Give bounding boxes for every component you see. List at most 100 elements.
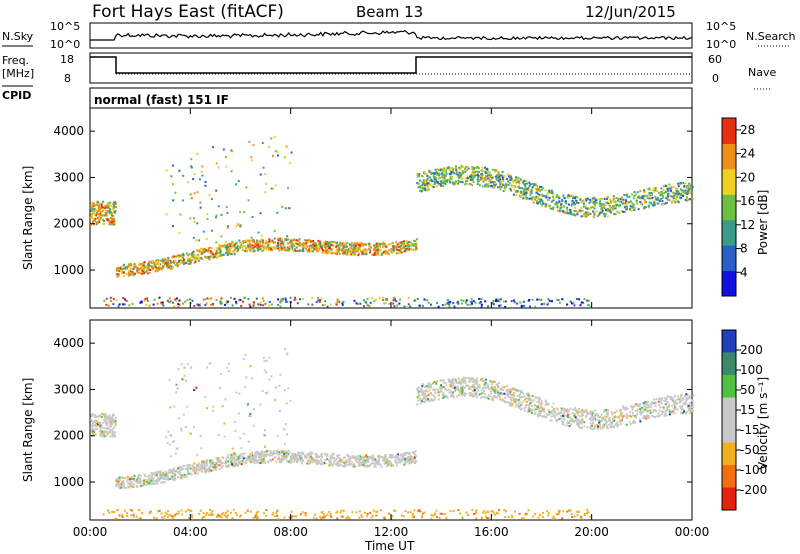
echo-point xyxy=(108,210,111,212)
echo-point xyxy=(540,195,543,198)
echo-point xyxy=(200,252,203,255)
echo-point xyxy=(400,251,403,254)
echo-point xyxy=(327,242,330,245)
echo-point xyxy=(189,258,192,261)
echo-point xyxy=(538,298,541,301)
echo-point xyxy=(383,242,386,245)
echo-point xyxy=(499,298,502,301)
echo-point xyxy=(115,299,118,302)
echo-point xyxy=(233,248,236,251)
echo-point xyxy=(600,203,603,205)
echo-point xyxy=(515,403,518,406)
echo-point xyxy=(435,171,438,174)
echo-point xyxy=(139,474,142,477)
echo-point xyxy=(587,207,590,210)
echo-point xyxy=(473,386,475,389)
echo-point xyxy=(518,180,521,183)
echo-point xyxy=(92,221,95,224)
echo-point xyxy=(569,300,572,303)
echo-point xyxy=(505,177,508,180)
echo-point xyxy=(416,182,419,185)
echo-point xyxy=(502,184,505,187)
echo-point xyxy=(338,454,341,457)
echo-point xyxy=(480,392,483,395)
echo-point xyxy=(643,206,646,209)
echo-point xyxy=(241,452,244,455)
echo-point xyxy=(112,433,115,436)
echo-point xyxy=(529,397,532,400)
echo-point xyxy=(688,409,691,412)
echo-point xyxy=(353,247,356,250)
echo-point xyxy=(577,411,580,414)
echo-point xyxy=(426,175,429,178)
echo-point xyxy=(145,304,148,307)
echo-point xyxy=(220,235,223,238)
echo-point xyxy=(300,451,303,454)
echo-point xyxy=(236,245,239,247)
echo-point xyxy=(149,269,152,271)
echo-point xyxy=(496,395,499,398)
echo-point xyxy=(118,486,121,489)
echo-point xyxy=(164,477,167,480)
echo-point xyxy=(200,462,203,465)
echo-point xyxy=(114,201,117,204)
echo-point xyxy=(413,461,416,464)
echo-point xyxy=(665,197,668,200)
echo-point xyxy=(507,180,510,183)
echo-point xyxy=(470,298,473,301)
echo-point xyxy=(573,420,576,423)
echo-point xyxy=(678,401,681,404)
echo-point xyxy=(420,391,423,394)
echo-point xyxy=(596,413,599,416)
echo-point xyxy=(618,211,621,214)
echo-point xyxy=(672,195,674,198)
echo-point xyxy=(614,200,617,203)
echo-point xyxy=(177,305,180,308)
echo-point xyxy=(218,244,221,247)
echo-point xyxy=(227,454,230,457)
echo-point xyxy=(111,223,114,226)
echo-point xyxy=(284,298,287,301)
echo-point xyxy=(231,246,234,249)
echo-point xyxy=(204,304,207,306)
echo-point xyxy=(512,402,515,405)
echo-point xyxy=(452,302,455,305)
echo-point xyxy=(395,454,398,457)
echo-point xyxy=(189,193,192,196)
echo-point xyxy=(232,245,235,248)
echo-point xyxy=(574,409,577,412)
echo-point xyxy=(498,185,501,188)
echo-point xyxy=(670,186,673,189)
echo-point xyxy=(552,199,555,202)
echo-point xyxy=(125,267,128,270)
echo-point xyxy=(514,179,517,182)
echo-point xyxy=(95,203,98,206)
echo-point xyxy=(686,410,689,413)
echo-point xyxy=(329,462,332,465)
echo-point xyxy=(150,479,153,482)
echo-point xyxy=(495,177,498,180)
echo-point xyxy=(681,405,683,408)
echo-point xyxy=(577,414,580,417)
echo-point xyxy=(98,208,100,210)
echo-point xyxy=(443,394,446,397)
echo-point xyxy=(666,408,669,411)
echo-point xyxy=(323,462,326,464)
echo-point xyxy=(635,197,638,200)
echo-point xyxy=(582,202,585,205)
echo-point xyxy=(471,179,474,182)
echo-point xyxy=(252,304,255,307)
echo-point xyxy=(357,242,360,245)
echo-point xyxy=(614,415,617,418)
echo-point xyxy=(463,183,466,186)
echo-point xyxy=(506,392,509,395)
echo-point xyxy=(212,466,215,469)
echo-point xyxy=(341,248,343,251)
echo-point xyxy=(252,454,255,457)
echo-point xyxy=(442,181,445,183)
echo-point xyxy=(143,261,146,264)
echo-point xyxy=(418,185,421,188)
echo-point xyxy=(102,433,105,436)
echo-point xyxy=(486,396,489,399)
echo-point xyxy=(180,477,183,480)
